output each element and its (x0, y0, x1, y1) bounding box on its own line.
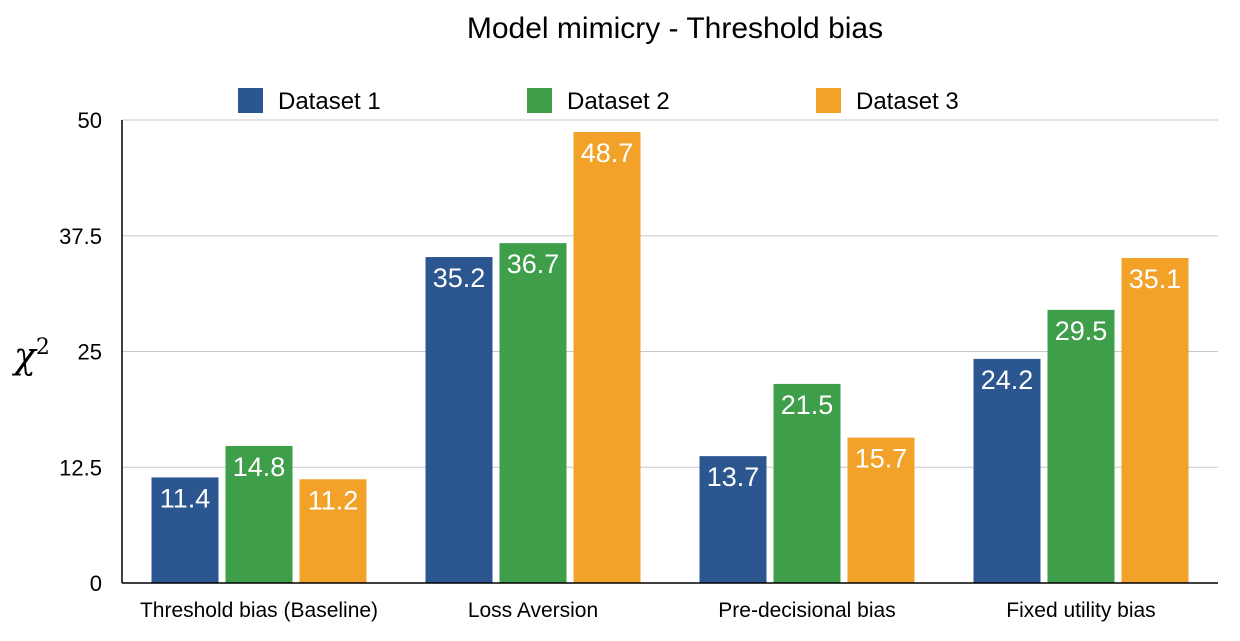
data-label: 48.7 (581, 138, 634, 168)
x-category-label: Threshold bias (Baseline) (140, 599, 378, 622)
x-category-label: Loss Aversion (468, 599, 598, 622)
y-axis-label-symbol: χ (11, 336, 38, 377)
data-label: 14.8 (233, 452, 286, 482)
data-label: 35.2 (433, 263, 486, 293)
bar-dataset-1 (973, 358, 1041, 583)
legend: Dataset 1 Dataset 2 Dataset 3 (238, 88, 959, 115)
y-tick-label: 50 (78, 108, 102, 133)
y-tick-label: 37.5 (59, 224, 102, 249)
legend-swatch (238, 88, 263, 113)
bar-dataset-3 (847, 437, 915, 583)
bar-dataset-3 (573, 132, 641, 583)
data-label: 15.7 (855, 444, 908, 474)
legend-label: Dataset 3 (856, 88, 959, 115)
data-labels: 11.4 14.8 11.2 35.2 36.7 48.7 13.7 21.5 15.7 24.2… (160, 138, 1182, 515)
data-label: 21.5 (781, 390, 834, 420)
data-label: 13.7 (707, 462, 760, 492)
bar-dataset-1 (425, 257, 493, 583)
data-label: 35.1 (1129, 264, 1182, 294)
y-axis-label: χ2 (11, 335, 50, 377)
bar-dataset-2 (1047, 309, 1115, 583)
y-axis-ticks: 0 12.5 25 37.5 50 (59, 108, 102, 596)
data-label: 11.4 (160, 483, 211, 513)
y-tick-label: 25 (78, 340, 102, 365)
bar-dataset-2 (225, 445, 293, 583)
chart-title: Model mimicry - Threshold bias (467, 12, 883, 45)
bar-dataset-2 (499, 243, 567, 583)
y-axis-label-superscript: 2 (36, 335, 50, 360)
bars (151, 132, 1189, 583)
y-tick-label: 12.5 (59, 455, 102, 480)
x-axis-categories: Threshold bias (Baseline) Loss Aversion Pr… (140, 599, 1156, 622)
bar-dataset-1 (699, 456, 767, 583)
bar-dataset-3 (299, 479, 367, 583)
data-label: 36.7 (507, 249, 560, 279)
bar-dataset-1 (151, 477, 219, 583)
data-label: 11.2 (308, 485, 359, 515)
legend-label: Dataset 1 (278, 88, 381, 115)
legend-swatch (816, 88, 841, 113)
data-label: 24.2 (981, 365, 1034, 395)
legend-swatch (527, 88, 552, 113)
bar-dataset-3 (1121, 257, 1189, 583)
y-tick-label: 0 (90, 571, 102, 596)
x-category-label: Pre-decisional bias (718, 599, 895, 622)
legend-label: Dataset 2 (567, 88, 670, 115)
bar-dataset-2 (773, 383, 841, 583)
data-label: 29.5 (1055, 316, 1108, 346)
x-category-label: Fixed utility bias (1006, 599, 1155, 622)
